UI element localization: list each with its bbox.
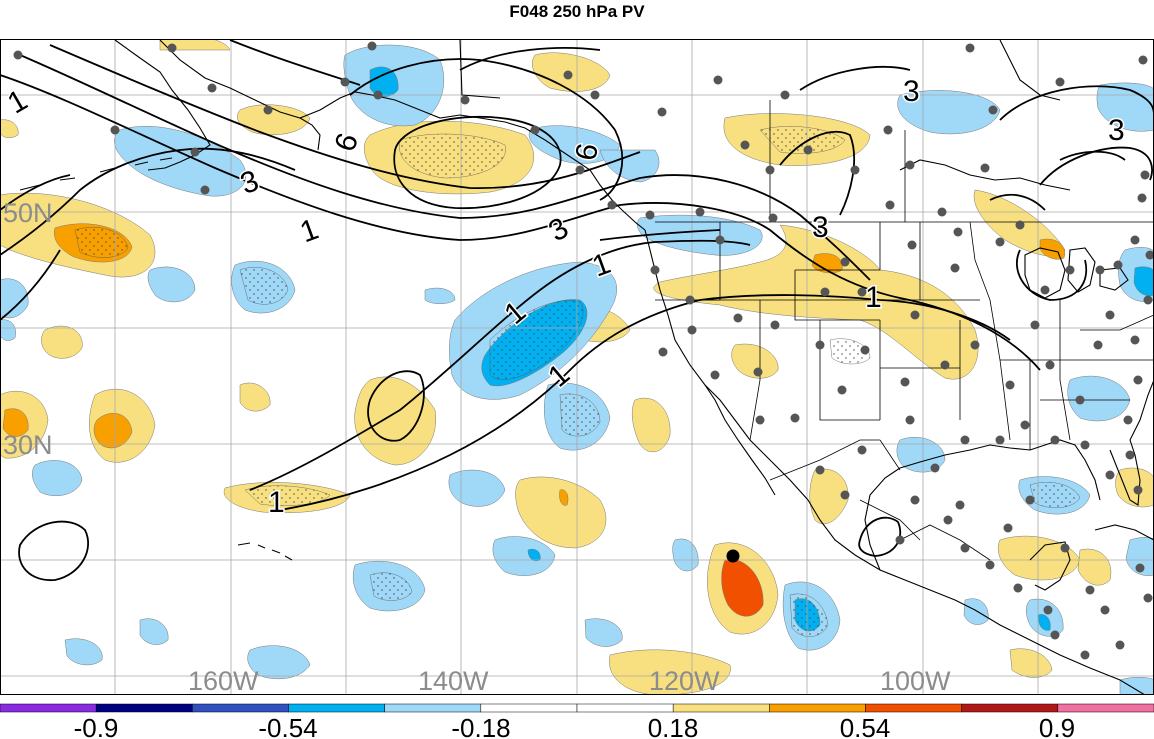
coastlines — [19, 39, 1154, 695]
lat-label-50n: 50N — [3, 198, 53, 228]
colorbar-swatch — [192, 703, 289, 713]
colorbar-label: -0.54 — [258, 713, 317, 739]
map-title: F048 250 hPa PV — [509, 2, 645, 21]
colorbar-label: -0.18 — [451, 713, 510, 739]
colorbar-label: -0.9 — [74, 713, 119, 739]
colorbar-swatch — [480, 703, 578, 713]
colorbar-swatch — [288, 703, 385, 713]
contour-label: 3 — [812, 211, 829, 244]
colorbar-swatch — [961, 703, 1059, 713]
colorbar-swatch — [0, 703, 97, 713]
colorbar-swatch — [865, 703, 962, 713]
colorbar-label: 0.18 — [648, 713, 699, 739]
colorbar-swatch — [384, 703, 482, 713]
colorbar-swatches — [0, 703, 1154, 713]
lon-label-100w: 100W — [880, 666, 951, 695]
lon-label-120w: 120W — [649, 666, 720, 695]
colorbar: -0.9 -0.54 -0.18 0.18 0.54 0.9 — [0, 703, 1154, 739]
contour-label: 3 — [1108, 114, 1125, 147]
colorbar-swatch — [672, 703, 770, 713]
colorbar-swatch — [769, 703, 866, 713]
colorbar-swatch — [1057, 703, 1154, 713]
contour-label: 1 — [865, 281, 882, 314]
contour-label: 3 — [903, 75, 920, 108]
lon-label-160w: 160W — [188, 666, 259, 695]
station-markers — [13, 41, 1154, 660]
colorbar-swatch — [95, 703, 193, 713]
contour-label: 1 — [268, 486, 285, 519]
lat-label-30n: 30N — [3, 430, 53, 460]
pv-map: 1 3 6 3 1 1 3 3 1 1 3 3 1 6 1 — [0, 39, 1154, 695]
lon-label-140w: 140W — [418, 666, 489, 695]
colorbar-label: 0.54 — [840, 713, 891, 739]
colorbar-label: 0.9 — [1039, 713, 1075, 739]
colorbar-swatch — [576, 703, 674, 713]
